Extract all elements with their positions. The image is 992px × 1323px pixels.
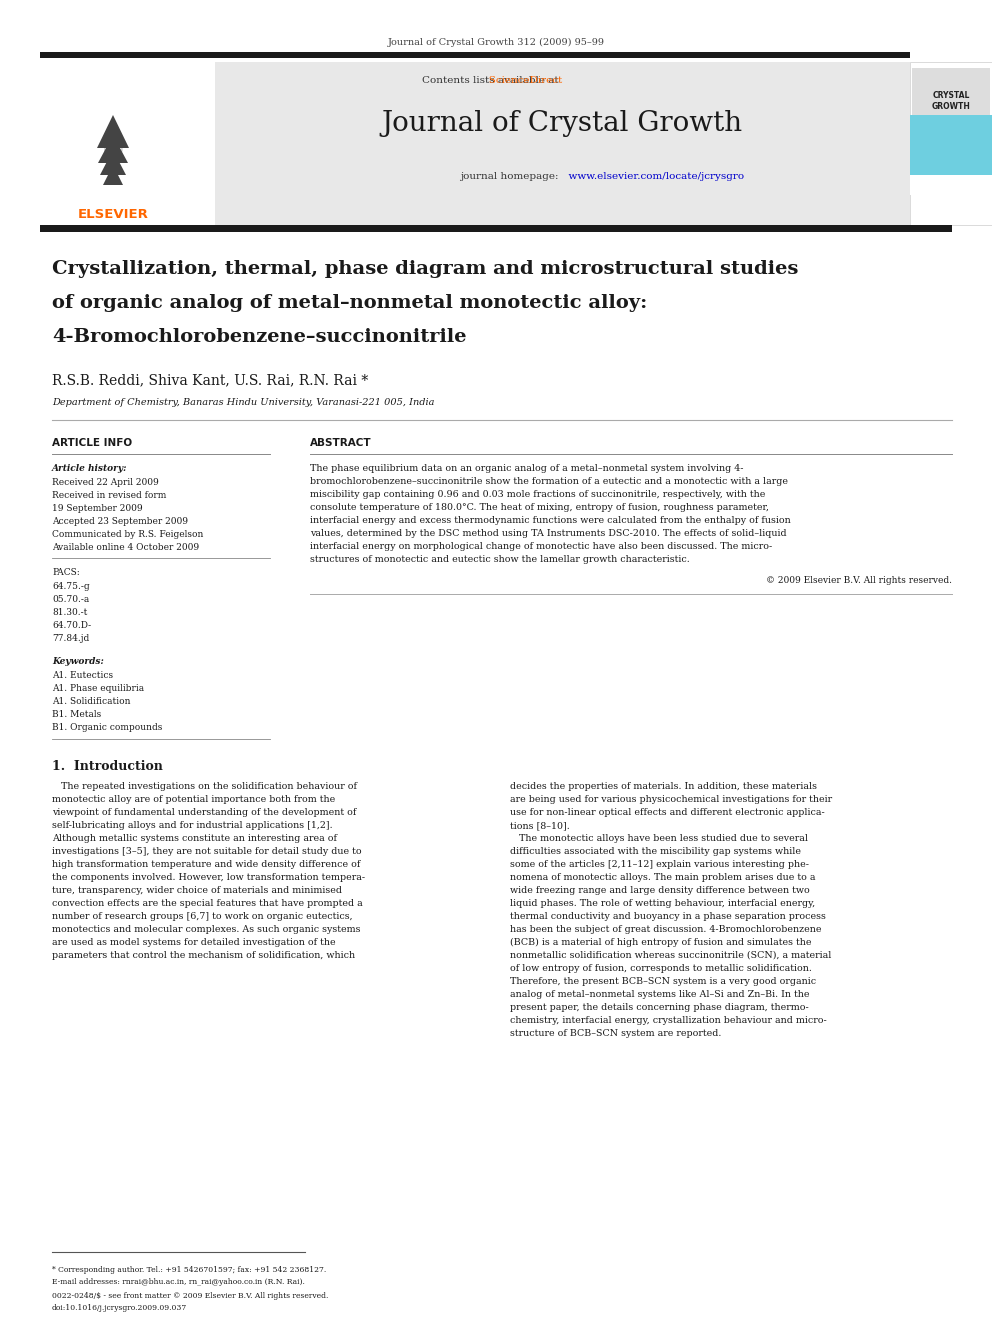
Text: 05.70.-a: 05.70.-a — [52, 595, 89, 605]
Text: www.elsevier.com/locate/jcrysgro: www.elsevier.com/locate/jcrysgro — [562, 172, 744, 181]
Text: Although metallic systems constitute an interesting area of: Although metallic systems constitute an … — [52, 833, 337, 843]
Text: 81.30.-t: 81.30.-t — [52, 609, 87, 617]
Text: Journal of Crystal Growth 312 (2009) 95–99: Journal of Crystal Growth 312 (2009) 95–… — [388, 38, 604, 48]
Text: nomena of monotectic alloys. The main problem arises due to a: nomena of monotectic alloys. The main pr… — [510, 873, 815, 882]
Text: CRYSTAL
GROWTH: CRYSTAL GROWTH — [931, 91, 970, 111]
Text: convection effects are the special features that have prompted a: convection effects are the special featu… — [52, 900, 363, 908]
Text: Therefore, the present BCB–SCN system is a very good organic: Therefore, the present BCB–SCN system is… — [510, 976, 816, 986]
Text: ELSEVIER: ELSEVIER — [77, 208, 149, 221]
Text: Received 22 April 2009: Received 22 April 2009 — [52, 478, 159, 487]
Text: The monotectic alloys have been less studied due to several: The monotectic alloys have been less stu… — [510, 833, 808, 843]
Text: investigations [3–5], they are not suitable for detail study due to: investigations [3–5], they are not suita… — [52, 847, 362, 856]
Text: B1. Organic compounds: B1. Organic compounds — [52, 722, 163, 732]
Text: R.S.B. Reddi, Shiva Kant, U.S. Rai, R.N. Rai *: R.S.B. Reddi, Shiva Kant, U.S. Rai, R.N.… — [52, 373, 368, 388]
Text: of organic analog of metal–nonmetal monotectic alloy:: of organic analog of metal–nonmetal mono… — [52, 294, 647, 312]
Text: Department of Chemistry, Banaras Hindu University, Varanasi-221 005, India: Department of Chemistry, Banaras Hindu U… — [52, 398, 434, 407]
Text: Accepted 23 September 2009: Accepted 23 September 2009 — [52, 517, 188, 527]
Text: The phase equilibrium data on an organic analog of a metal–nonmetal system invol: The phase equilibrium data on an organic… — [310, 464, 743, 474]
Text: number of research groups [6,7] to work on organic eutectics,: number of research groups [6,7] to work … — [52, 912, 352, 921]
Text: The repeated investigations on the solidification behaviour of: The repeated investigations on the solid… — [52, 782, 357, 791]
Text: decides the properties of materials. In addition, these materials: decides the properties of materials. In … — [510, 782, 817, 791]
Text: Keywords:: Keywords: — [52, 658, 104, 665]
Text: are used as model systems for detailed investigation of the: are used as model systems for detailed i… — [52, 938, 335, 947]
Text: Contents lists available at: Contents lists available at — [423, 75, 562, 85]
Text: values, determined by the DSC method using TA Instruments DSC-2010. The effects : values, determined by the DSC method usi… — [310, 529, 787, 538]
Text: wide freezing range and large density difference between two: wide freezing range and large density di… — [510, 886, 809, 894]
Text: analog of metal–nonmetal systems like Al–Si and Zn–Bi. In the: analog of metal–nonmetal systems like Al… — [510, 990, 809, 999]
Text: Crystallization, thermal, phase diagram and microstructural studies: Crystallization, thermal, phase diagram … — [52, 261, 799, 278]
Text: A1. Phase equilibria: A1. Phase equilibria — [52, 684, 144, 693]
Text: B1. Metals: B1. Metals — [52, 710, 101, 718]
Bar — [912, 67, 990, 115]
Text: PACS:: PACS: — [52, 568, 79, 577]
Bar — [215, 62, 910, 225]
Text: are being used for various physicochemical investigations for their: are being used for various physicochemic… — [510, 795, 832, 804]
Polygon shape — [100, 149, 126, 175]
Text: Available online 4 October 2009: Available online 4 October 2009 — [52, 542, 199, 552]
Polygon shape — [98, 135, 128, 163]
Text: parameters that control the mechanism of solidification, which: parameters that control the mechanism of… — [52, 951, 355, 960]
Text: Communicated by R.S. Feigelson: Communicated by R.S. Feigelson — [52, 531, 203, 538]
Text: Article history:: Article history: — [52, 464, 128, 474]
Bar — [40, 62, 214, 225]
Text: viewpoint of fundamental understanding of the development of: viewpoint of fundamental understanding o… — [52, 808, 356, 818]
Text: (BCB) is a material of high entropy of fusion and simulates the: (BCB) is a material of high entropy of f… — [510, 938, 811, 947]
Text: 4-Bromochlorobenzene–succinonitrile: 4-Bromochlorobenzene–succinonitrile — [52, 328, 466, 347]
Text: structure of BCB–SCN system are reported.: structure of BCB–SCN system are reported… — [510, 1029, 721, 1039]
Text: A1. Eutectics: A1. Eutectics — [52, 671, 113, 680]
Text: liquid phases. The role of wetting behaviour, interfacial energy,: liquid phases. The role of wetting behav… — [510, 900, 815, 908]
Text: Journal of Crystal Growth: Journal of Crystal Growth — [382, 110, 743, 138]
Text: * Corresponding author. Tel.: +91 5426701597; fax: +91 542 2368127.: * Corresponding author. Tel.: +91 542670… — [52, 1266, 326, 1274]
Text: 0022-0248/$ - see front matter © 2009 Elsevier B.V. All rights reserved.: 0022-0248/$ - see front matter © 2009 El… — [52, 1293, 328, 1301]
Text: chemistry, interfacial energy, crystallization behaviour and micro-: chemistry, interfacial energy, crystalli… — [510, 1016, 826, 1025]
Text: 77.84.jd: 77.84.jd — [52, 634, 89, 643]
Text: 1.  Introduction: 1. Introduction — [52, 759, 163, 773]
Text: difficulties associated with the miscibility gap systems while: difficulties associated with the miscibi… — [510, 847, 801, 856]
Bar — [910, 175, 992, 194]
Text: doi:10.1016/j.jcrysgro.2009.09.037: doi:10.1016/j.jcrysgro.2009.09.037 — [52, 1304, 187, 1312]
Text: © 2009 Elsevier B.V. All rights reserved.: © 2009 Elsevier B.V. All rights reserved… — [766, 576, 952, 585]
Text: miscibility gap containing 0.96 and 0.03 mole fractions of succinonitrile, respe: miscibility gap containing 0.96 and 0.03… — [310, 490, 766, 499]
Text: present paper, the details concerning phase diagram, thermo-: present paper, the details concerning ph… — [510, 1003, 808, 1012]
Text: consolute temperature of 180.0°C. The heat of mixing, entropy of fusion, roughne: consolute temperature of 180.0°C. The he… — [310, 503, 769, 512]
Text: thermal conductivity and buoyancy in a phase separation process: thermal conductivity and buoyancy in a p… — [510, 912, 826, 921]
Text: the components involved. However, low transformation tempera-: the components involved. However, low tr… — [52, 873, 365, 882]
Polygon shape — [103, 165, 123, 185]
Text: interfacial energy and excess thermodynamic functions were calculated from the e: interfacial energy and excess thermodyna… — [310, 516, 791, 525]
Text: E-mail addresses: rnrai@bhu.ac.in, rn_rai@yahoo.co.in (R.N. Rai).: E-mail addresses: rnrai@bhu.ac.in, rn_ra… — [52, 1278, 305, 1286]
Text: nonmetallic solidification whereas succinonitrile (SCN), a material: nonmetallic solidification whereas succi… — [510, 951, 831, 960]
Text: has been the subject of great discussion. 4-Bromochlorobenzene: has been the subject of great discussion… — [510, 925, 821, 934]
Text: ScienceDirect: ScienceDirect — [452, 75, 562, 85]
Bar — [910, 62, 992, 225]
Polygon shape — [97, 115, 129, 148]
Text: [tree]: [tree] — [103, 144, 123, 152]
Bar — [110, 165, 116, 185]
Text: Received in revised form: Received in revised form — [52, 491, 167, 500]
Text: ABSTRACT: ABSTRACT — [310, 438, 372, 448]
Text: some of the articles [2,11–12] explain various interesting phe-: some of the articles [2,11–12] explain v… — [510, 860, 809, 869]
Text: bromochlorobenzene–succinonitrile show the formation of a eutectic and a monotec: bromochlorobenzene–succinonitrile show t… — [310, 478, 788, 486]
Text: tions [8–10].: tions [8–10]. — [510, 822, 569, 830]
Text: self-lubricating alloys and for industrial applications [1,2].: self-lubricating alloys and for industri… — [52, 822, 332, 830]
Text: 64.70.D-: 64.70.D- — [52, 620, 91, 630]
Text: A1. Solidification: A1. Solidification — [52, 697, 131, 706]
Text: use for non-linear optical effects and different electronic applica-: use for non-linear optical effects and d… — [510, 808, 824, 818]
Text: of low entropy of fusion, corresponds to metallic solidification.: of low entropy of fusion, corresponds to… — [510, 964, 811, 972]
Bar — [40, 225, 952, 232]
Text: 19 September 2009: 19 September 2009 — [52, 504, 143, 513]
Text: journal homepage:: journal homepage: — [460, 172, 562, 181]
Text: high transformation temperature and wide density difference of: high transformation temperature and wide… — [52, 860, 360, 869]
Bar — [910, 115, 992, 175]
Text: structures of monotectic and eutectic show the lamellar growth characteristic.: structures of monotectic and eutectic sh… — [310, 556, 689, 564]
Bar — [40, 52, 910, 58]
Text: ture, transparency, wider choice of materials and minimised: ture, transparency, wider choice of mate… — [52, 886, 342, 894]
Text: ARTICLE INFO: ARTICLE INFO — [52, 438, 132, 448]
Text: interfacial energy on morphological change of monotectic have also been discusse: interfacial energy on morphological chan… — [310, 542, 772, 550]
Text: monotectic alloy are of potential importance both from the: monotectic alloy are of potential import… — [52, 795, 335, 804]
Text: 64.75.-g: 64.75.-g — [52, 582, 89, 591]
Text: monotectics and molecular complexes. As such organic systems: monotectics and molecular complexes. As … — [52, 925, 360, 934]
